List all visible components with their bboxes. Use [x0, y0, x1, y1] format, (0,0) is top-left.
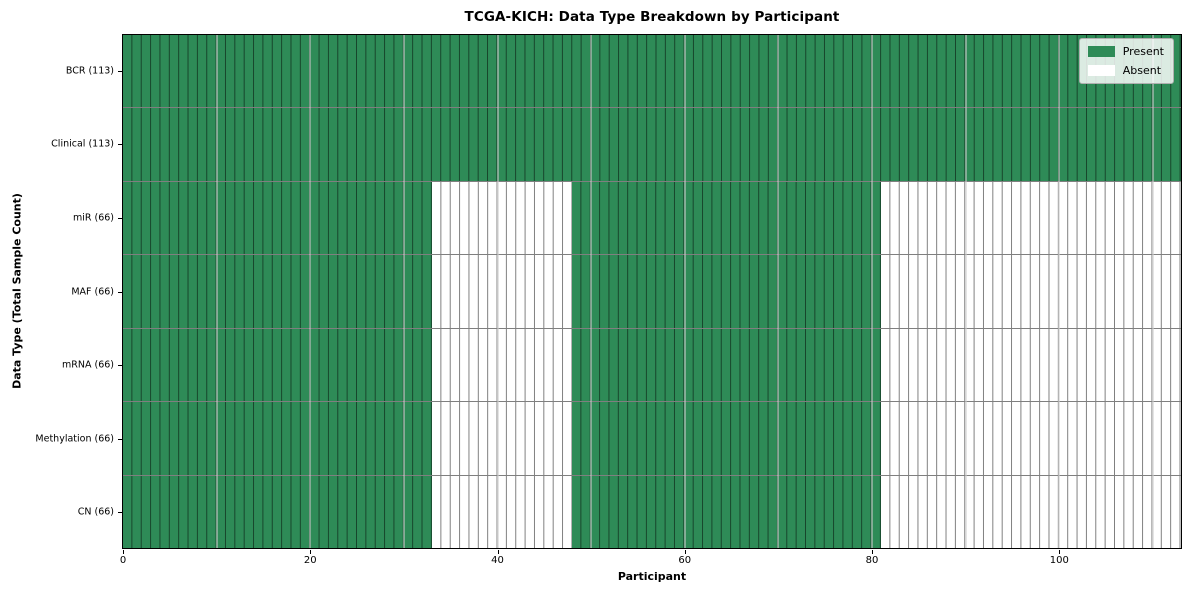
y-tick-mark	[118, 70, 122, 72]
heatmap-segment-present	[572, 181, 882, 255]
gridline-x-90	[964, 35, 967, 548]
y-tick-mark	[118, 512, 122, 514]
heatmap-segment-absent	[431, 181, 573, 255]
heatmap-segment-absent	[881, 402, 1181, 475]
x-tick-mark	[123, 550, 124, 554]
gridline-x-80	[871, 35, 874, 548]
x-tick-mark	[1059, 550, 1061, 554]
heatmap-segment-absent	[881, 255, 1181, 328]
legend-label-absent: Absent	[1122, 64, 1162, 77]
y-tick-label: mRNA (66)	[62, 359, 114, 371]
y-tick-mark	[118, 217, 122, 219]
heatmap-row-MAF	[123, 255, 1181, 329]
x-tick-label: 40	[491, 555, 504, 566]
heatmap-segment-present	[123, 181, 432, 255]
plot-area: Present Absent	[122, 34, 1182, 549]
x-tick-label: 0	[119, 555, 127, 566]
y-tick-mark	[118, 291, 122, 293]
y-tick-mark	[118, 365, 122, 367]
y-tick-label: Clinical (113)	[51, 138, 114, 150]
heatmap-row-BCR	[123, 35, 1181, 109]
x-tick-mark	[310, 550, 312, 554]
heatmap-segment-present	[572, 402, 882, 475]
heatmap-row-mRNA	[123, 328, 1181, 403]
y-tick-label: Methylation (66)	[35, 433, 114, 445]
x-tick-mark	[684, 550, 686, 554]
heatmap-segment-present	[572, 255, 882, 328]
x-axis-label: Participant	[617, 570, 687, 583]
heatmap-row-CN	[123, 475, 1181, 548]
legend-swatch-present	[1087, 46, 1115, 57]
heatmap-segment-absent	[881, 475, 1181, 548]
x-tick-label: 80	[865, 555, 879, 566]
heatmap-segment-present	[123, 108, 1181, 181]
gridline-x-40	[496, 35, 499, 548]
heatmap-segment-absent	[431, 255, 573, 328]
legend-item-absent: Absent	[1087, 64, 1164, 77]
gridline-x-20	[309, 35, 312, 548]
gridline-x-50	[590, 35, 593, 548]
gridline-x-10	[215, 35, 218, 548]
x-tick-mark	[872, 550, 874, 554]
legend-item-present: Present	[1087, 45, 1164, 58]
legend-label-present: Present	[1122, 45, 1164, 58]
heatmap-segment-absent	[881, 181, 1181, 255]
heatmap-segment-absent	[431, 328, 573, 402]
gridline-x-30	[402, 35, 405, 548]
heatmap-segment-present	[123, 255, 432, 328]
legend: Present Absent	[1078, 38, 1174, 84]
heatmap-row-Clinical	[123, 108, 1181, 182]
heatmap-segment-present	[572, 475, 882, 548]
x-tick-label: 20	[303, 555, 317, 566]
heatmap-rows	[123, 35, 1181, 548]
gridline-x-60	[683, 35, 686, 548]
legend-swatch-absent	[1087, 65, 1115, 76]
heatmap-segment-present	[123, 402, 432, 475]
heatmap-segment-present	[123, 475, 432, 548]
gridline-x-110	[1151, 35, 1154, 548]
heatmap-row-Methylation	[123, 402, 1181, 476]
y-tick-label: CN (66)	[77, 506, 114, 518]
x-tick-mark	[497, 550, 499, 554]
heatmap-segment-present	[123, 35, 1181, 108]
y-tick-mark	[118, 144, 122, 146]
heatmap-segment-present	[123, 328, 432, 402]
y-tick-label: miR (66)	[72, 212, 114, 224]
x-tick-label: 60	[678, 555, 692, 566]
y-tick-label: MAF (66)	[71, 286, 114, 297]
y-axis: BCR (113) Clinical (113) miR (66) MAF (66) m…	[0, 34, 122, 549]
heatmap-segment-present	[572, 328, 882, 402]
y-tick-mark	[118, 438, 122, 440]
gridline-x-70	[777, 35, 780, 548]
gridline-x-100	[1058, 35, 1061, 548]
x-axis: 0 20 40 60 80 100	[119, 550, 1181, 568]
heatmap-segment-absent	[881, 328, 1181, 402]
heatmap-segment-absent	[431, 475, 573, 548]
y-tick-label: BCR (113)	[65, 65, 114, 77]
x-tick-label: 100	[1049, 555, 1069, 566]
chart-title: TCGA-KICH: Data Type Breakdown by Partic…	[464, 9, 840, 25]
heatmap-segment-absent	[431, 402, 573, 475]
heatmap-row-miR	[123, 181, 1181, 256]
